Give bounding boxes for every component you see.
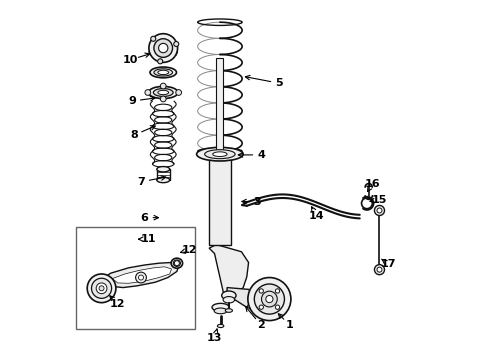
Ellipse shape — [154, 69, 172, 76]
Circle shape — [160, 83, 166, 89]
Text: 6: 6 — [141, 213, 148, 222]
Ellipse shape — [150, 67, 176, 78]
Polygon shape — [216, 58, 223, 153]
Ellipse shape — [223, 297, 235, 303]
Ellipse shape — [158, 90, 169, 95]
Text: 4: 4 — [257, 150, 265, 160]
Circle shape — [160, 96, 166, 102]
Circle shape — [374, 265, 385, 275]
Text: 15: 15 — [372, 195, 387, 205]
Ellipse shape — [218, 324, 224, 328]
Ellipse shape — [171, 258, 183, 268]
Circle shape — [87, 274, 116, 303]
Circle shape — [159, 43, 168, 53]
Ellipse shape — [205, 150, 235, 159]
Ellipse shape — [225, 309, 232, 312]
Polygon shape — [227, 288, 252, 307]
Ellipse shape — [196, 147, 243, 161]
Circle shape — [139, 275, 144, 280]
Ellipse shape — [153, 89, 173, 96]
Circle shape — [99, 286, 104, 291]
Ellipse shape — [221, 291, 236, 300]
Circle shape — [254, 284, 285, 314]
Text: 11: 11 — [141, 234, 156, 244]
Text: 8: 8 — [130, 130, 138, 140]
Circle shape — [259, 305, 264, 309]
Polygon shape — [98, 262, 179, 288]
Circle shape — [154, 39, 172, 57]
Text: 5: 5 — [275, 78, 283, 88]
FancyBboxPatch shape — [76, 226, 195, 329]
Circle shape — [377, 267, 382, 272]
Ellipse shape — [209, 153, 231, 157]
Text: 1: 1 — [286, 320, 294, 330]
Text: 9: 9 — [128, 96, 136, 106]
Circle shape — [248, 278, 291, 320]
Polygon shape — [149, 51, 177, 55]
Circle shape — [158, 59, 163, 64]
Ellipse shape — [213, 152, 227, 157]
Circle shape — [266, 296, 273, 303]
Text: 16: 16 — [365, 179, 380, 189]
Ellipse shape — [148, 86, 178, 99]
Ellipse shape — [173, 260, 180, 266]
Ellipse shape — [214, 308, 227, 314]
Circle shape — [145, 90, 151, 95]
Text: 12: 12 — [110, 299, 125, 309]
Circle shape — [149, 34, 177, 62]
Polygon shape — [112, 267, 172, 283]
Polygon shape — [209, 155, 231, 244]
Circle shape — [151, 36, 156, 41]
Text: 14: 14 — [309, 211, 324, 221]
Circle shape — [259, 289, 264, 293]
Circle shape — [176, 90, 181, 95]
Ellipse shape — [158, 70, 169, 75]
Text: 7: 7 — [137, 177, 145, 187]
Circle shape — [374, 206, 385, 216]
Text: 17: 17 — [381, 259, 396, 269]
Circle shape — [96, 283, 107, 294]
Text: 2: 2 — [257, 320, 265, 330]
Circle shape — [275, 289, 280, 293]
Circle shape — [174, 41, 179, 46]
Polygon shape — [209, 244, 248, 297]
Text: 3: 3 — [254, 197, 261, 207]
Text: 13: 13 — [207, 333, 222, 343]
Ellipse shape — [157, 177, 170, 183]
Circle shape — [275, 305, 280, 309]
Circle shape — [92, 278, 112, 298]
Text: 12: 12 — [182, 245, 197, 255]
Circle shape — [174, 261, 179, 266]
Ellipse shape — [157, 167, 170, 172]
Circle shape — [136, 272, 147, 283]
Ellipse shape — [212, 303, 229, 311]
Circle shape — [377, 208, 382, 213]
Circle shape — [262, 291, 277, 307]
Text: 10: 10 — [122, 55, 138, 65]
